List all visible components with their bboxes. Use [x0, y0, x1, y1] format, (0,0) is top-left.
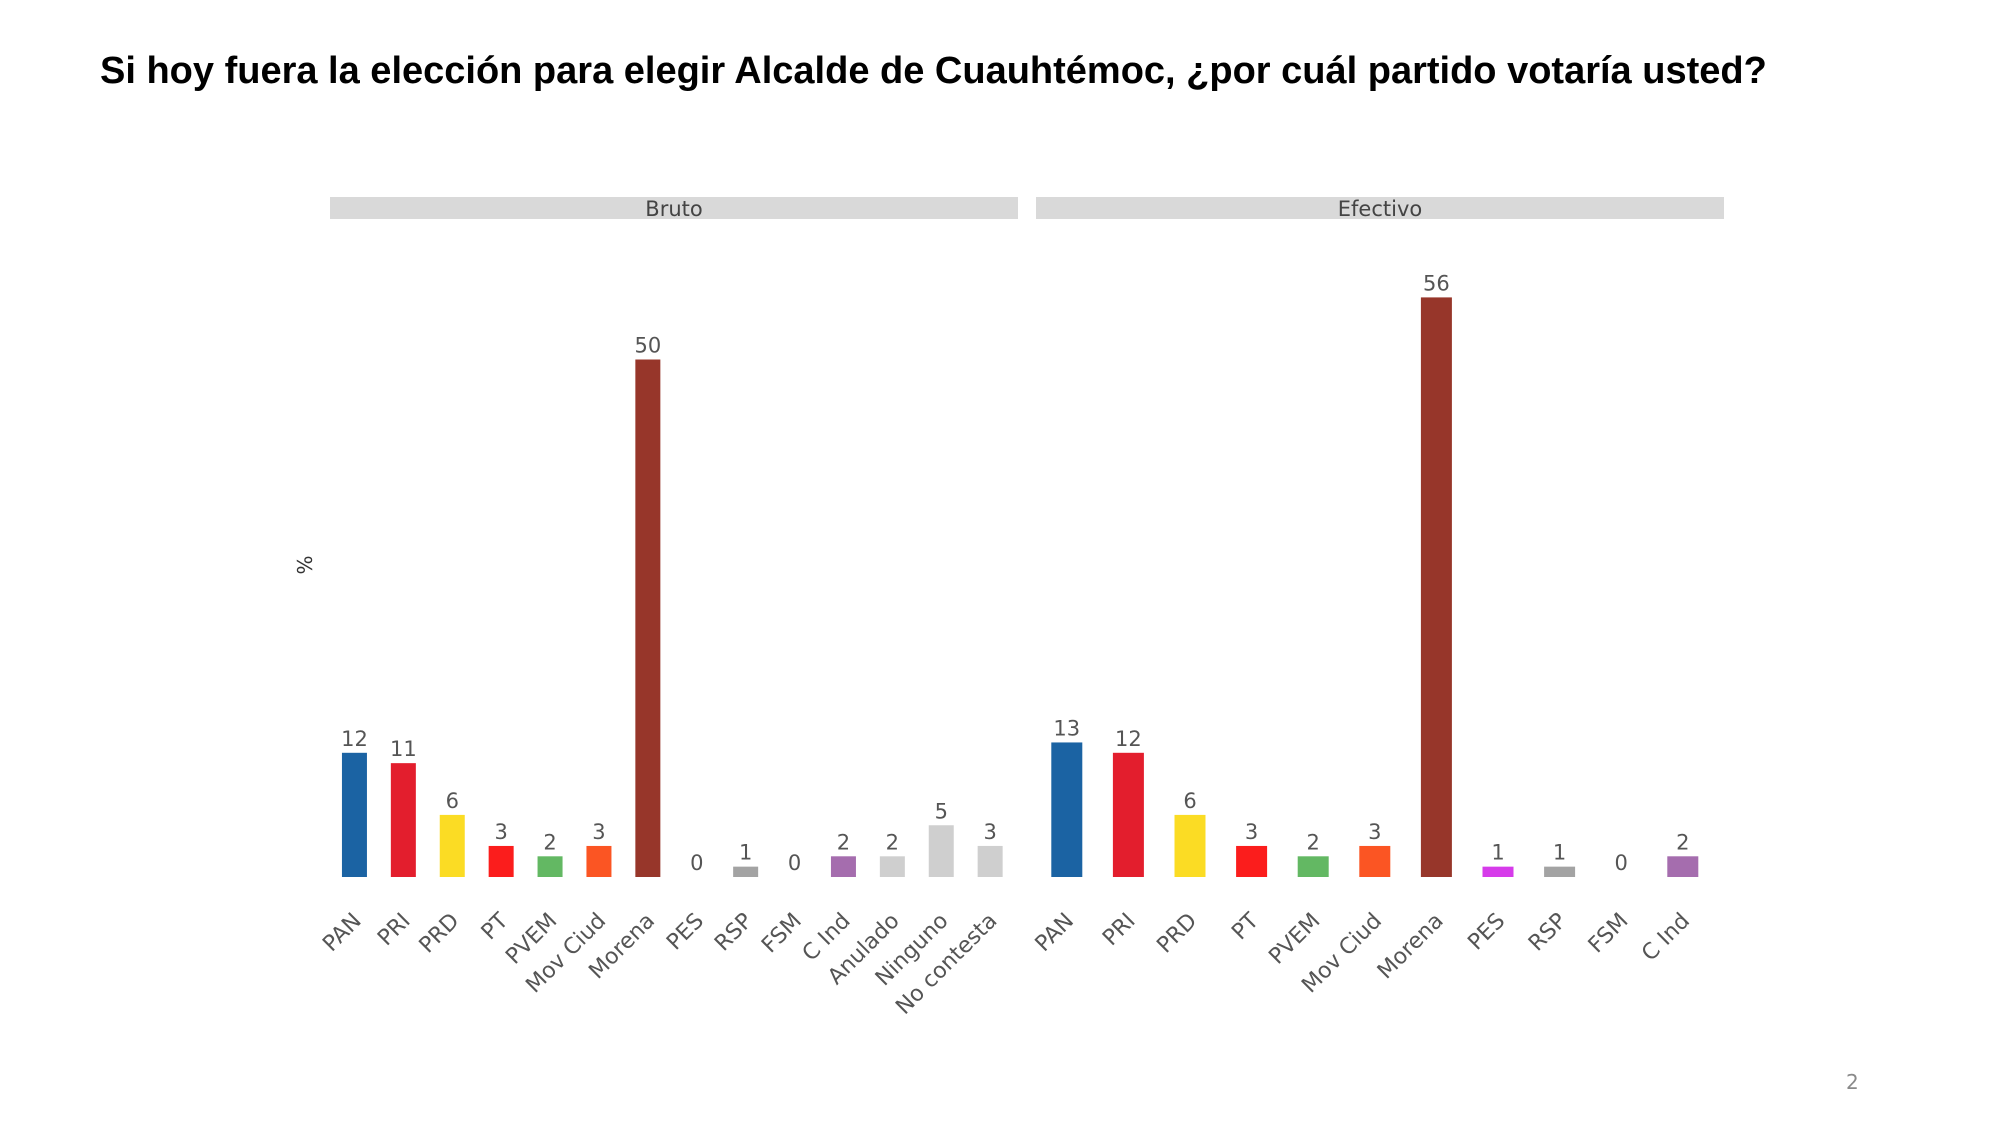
- value-label-bruto-anulado: 2: [886, 830, 899, 854]
- bar-bruto-morena: [635, 359, 661, 877]
- y-axis-label: %: [292, 555, 316, 574]
- tick-label-bruto-pes: PES: [662, 909, 709, 956]
- value-label-bruto-pan: 12: [341, 727, 368, 751]
- page-number: 2: [1846, 1070, 1859, 1094]
- value-label-bruto-rsp: 1: [739, 841, 752, 865]
- bar-bruto-mov-ciud: [586, 845, 612, 877]
- bar-bruto-rsp: [733, 866, 759, 877]
- tick-label-efectivo-pri: PRI: [1098, 909, 1140, 951]
- value-label-bruto-prd: 6: [446, 789, 459, 813]
- bar-efectivo-pvem: [1297, 856, 1329, 877]
- value-label-bruto-pvem: 2: [543, 830, 556, 854]
- value-label-bruto-ninguno: 5: [935, 799, 948, 823]
- bar-efectivo-pan: [1051, 742, 1083, 877]
- value-label-efectivo-c-ind: 2: [1676, 830, 1689, 854]
- tick-label-efectivo-rsp: RSP: [1524, 909, 1572, 957]
- bar-bruto-pri: [390, 763, 416, 877]
- value-label-bruto-fsm: 0: [788, 851, 801, 875]
- tick-label-efectivo-c-ind: C Ind: [1637, 909, 1695, 967]
- value-label-efectivo-pan: 13: [1053, 716, 1080, 740]
- value-label-bruto-morena: 50: [634, 334, 661, 358]
- panel-strip-bruto: [330, 197, 1018, 219]
- value-label-efectivo-rsp: 1: [1553, 841, 1566, 865]
- bar-efectivo-c-ind: [1667, 856, 1699, 877]
- bar-bruto-pvem: [537, 856, 563, 877]
- value-label-efectivo-morena: 56: [1423, 271, 1450, 295]
- value-label-efectivo-pes: 1: [1491, 841, 1504, 865]
- value-label-bruto-pes: 0: [690, 851, 703, 875]
- value-label-efectivo-pri: 12: [1115, 727, 1142, 751]
- tick-label-bruto-rsp: RSP: [710, 909, 758, 957]
- tick-label-bruto-pan: PAN: [318, 909, 366, 957]
- bar-bruto-c-ind: [830, 856, 856, 877]
- bar-bruto-prd: [439, 814, 465, 877]
- tick-label-efectivo-pan: PAN: [1031, 909, 1079, 957]
- bar-efectivo-morena: [1420, 297, 1452, 877]
- panel-title-bruto: Bruto: [645, 197, 702, 221]
- value-label-bruto-mov-ciud: 3: [592, 820, 605, 844]
- tick-label-efectivo-morena: Morena: [1373, 909, 1449, 985]
- slide-title: Si hoy fuera la elección para elegir Alc…: [100, 50, 1767, 92]
- value-label-efectivo-prd: 6: [1183, 789, 1196, 813]
- value-label-efectivo-fsm: 0: [1615, 851, 1628, 875]
- tick-label-efectivo-fsm: FSM: [1584, 909, 1634, 959]
- value-label-bruto-no-contesta: 3: [983, 820, 996, 844]
- bar-efectivo-mov-ciud: [1359, 845, 1391, 877]
- panel-title-efectivo: Efectivo: [1338, 197, 1422, 221]
- bar-efectivo-prd: [1174, 814, 1206, 877]
- panel-strip-efectivo: [1036, 197, 1724, 219]
- bar-efectivo-pri: [1112, 752, 1144, 877]
- bar-bruto-anulado: [879, 856, 905, 877]
- tick-label-efectivo-pt: PT: [1227, 908, 1264, 945]
- value-label-bruto-pt: 3: [494, 820, 507, 844]
- tick-label-bruto-pt: PT: [477, 908, 514, 945]
- tick-label-bruto-pri: PRI: [373, 909, 415, 951]
- value-label-efectivo-pvem: 2: [1307, 830, 1320, 854]
- bar-efectivo-pes: [1482, 866, 1514, 877]
- tick-label-efectivo-pes: PES: [1463, 909, 1510, 956]
- value-label-bruto-pri: 11: [390, 737, 417, 761]
- bar-bruto-ninguno: [928, 825, 954, 877]
- value-label-efectivo-pt: 3: [1245, 820, 1258, 844]
- bar-bruto-pt: [488, 845, 514, 877]
- bar-efectivo-rsp: [1544, 866, 1576, 877]
- value-label-efectivo-mov-ciud: 3: [1368, 820, 1381, 844]
- bar-efectivo-pt: [1236, 845, 1268, 877]
- bar-bruto-pan: [341, 752, 367, 877]
- tick-label-efectivo-prd: PRD: [1152, 909, 1202, 959]
- value-label-bruto-c-ind: 2: [837, 830, 850, 854]
- bar-bruto-no-contesta: [977, 845, 1003, 877]
- tick-label-bruto-prd: PRD: [415, 909, 465, 959]
